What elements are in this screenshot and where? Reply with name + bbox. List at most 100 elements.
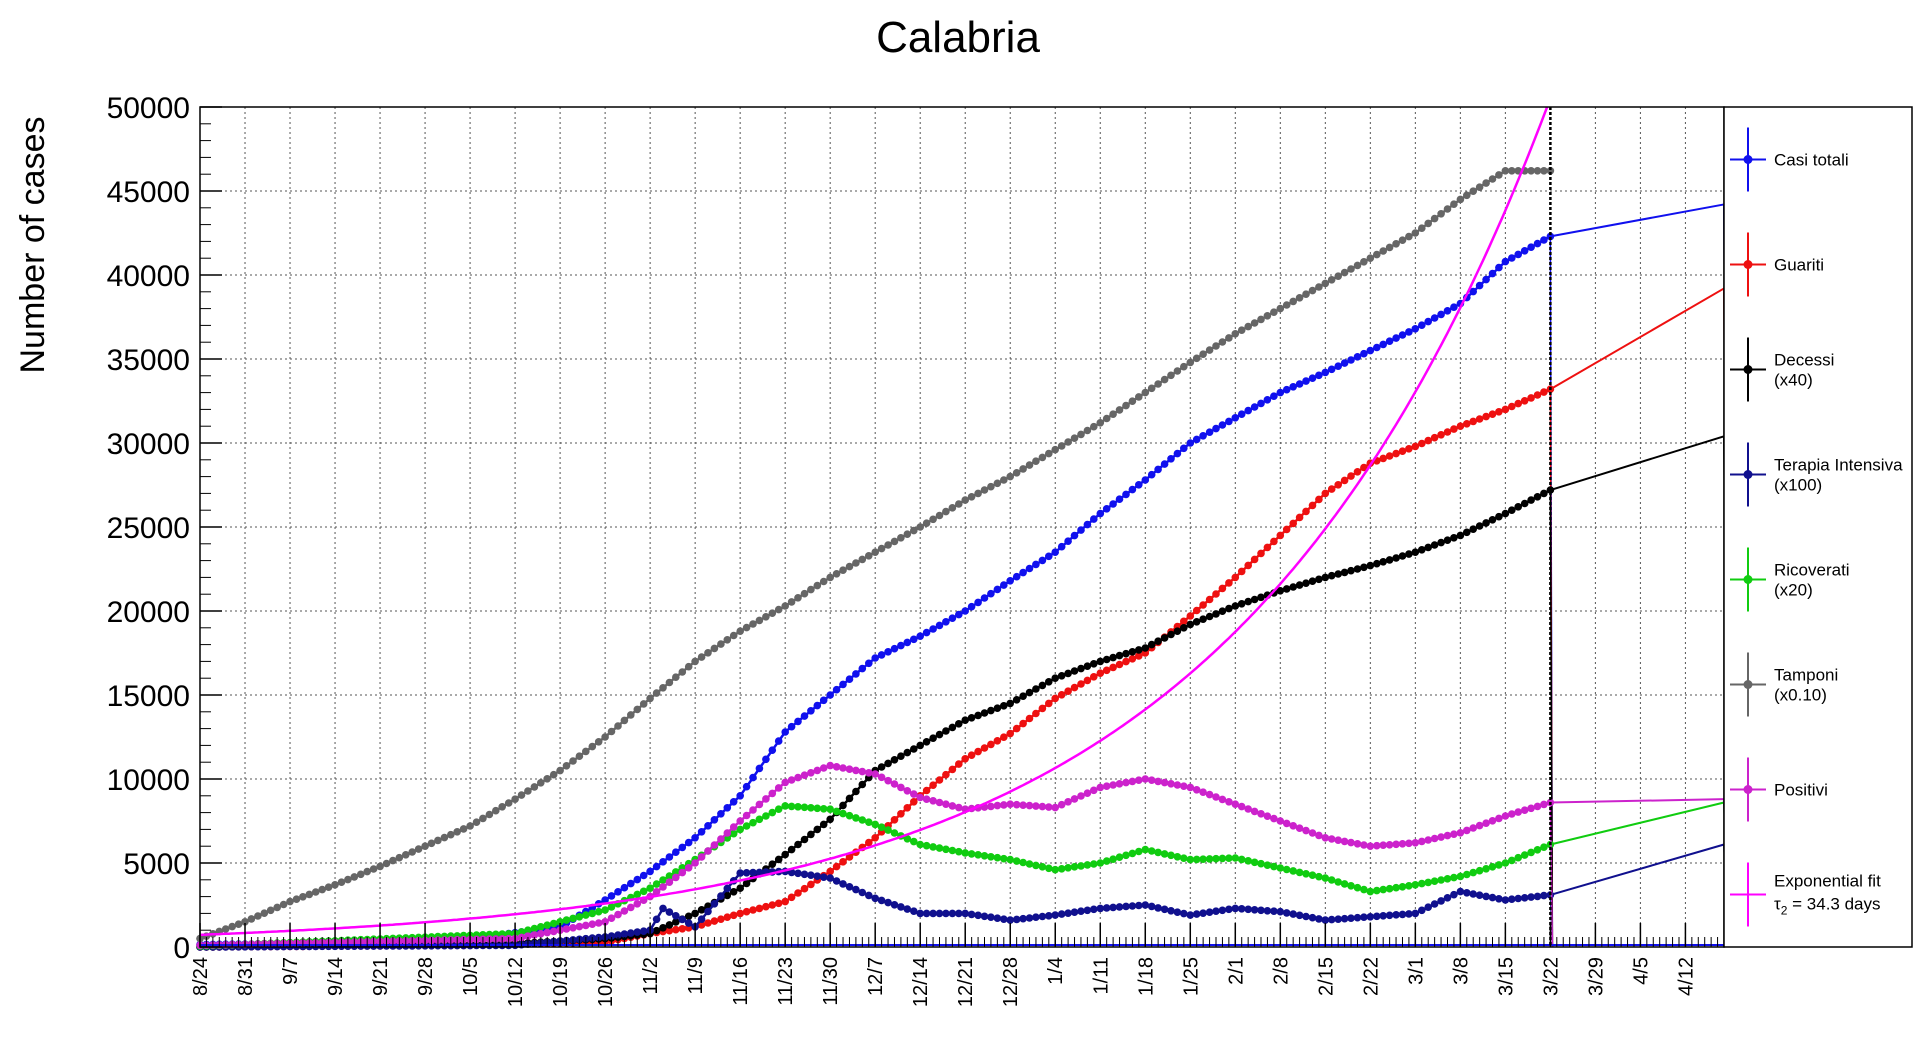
data-point-guariti <box>1533 391 1542 399</box>
data-point-casi <box>1147 470 1156 479</box>
data-point-tamponi <box>980 486 989 494</box>
data-point-casi <box>1019 568 1027 577</box>
data-point-casi <box>1090 515 1098 523</box>
data-point-tamponi <box>1199 350 1207 359</box>
data-point-tamponi <box>1366 254 1375 262</box>
data-point-guariti <box>1501 405 1510 414</box>
data-point-positivi <box>1450 830 1458 838</box>
data-point-tamponi <box>453 828 462 836</box>
data-point-decessi <box>1186 620 1195 629</box>
data-point-tamponi <box>787 598 796 606</box>
data-point-terapia <box>1282 909 1291 917</box>
data-point-decessi <box>1327 571 1336 580</box>
data-point-guariti <box>1199 601 1207 609</box>
data-point-casi <box>1315 371 1323 380</box>
data-point-casi <box>768 746 777 754</box>
data-point-tamponi <box>736 627 744 635</box>
data-point-ricoverati <box>781 802 789 810</box>
data-point-ricoverati <box>1167 851 1175 860</box>
data-point-tamponi <box>710 644 719 653</box>
data-point-ricoverati <box>762 812 770 820</box>
data-point-tamponi <box>588 742 597 751</box>
data-point-tamponi <box>479 814 487 823</box>
data-point-guariti <box>1289 519 1297 528</box>
data-point-positivi <box>1315 831 1323 840</box>
data-point-terapia <box>742 869 751 877</box>
data-point-ricoverati <box>1450 873 1458 882</box>
data-point-casi <box>755 764 764 773</box>
data-point-decessi <box>967 714 976 722</box>
data-point-decessi <box>1488 516 1497 524</box>
y-tick-label: 25000 <box>107 512 190 545</box>
data-point-casi <box>1038 556 1047 565</box>
data-point-tamponi <box>369 865 378 873</box>
data-point-casi <box>774 737 783 745</box>
data-point-decessi <box>1501 509 1510 518</box>
data-point-casi <box>749 773 757 782</box>
data-point-terapia <box>1321 916 1330 924</box>
data-point-casi <box>1257 399 1265 408</box>
data-point-guariti <box>1257 549 1265 558</box>
data-point-ricoverati <box>787 802 796 811</box>
data-point-tamponi <box>1038 453 1047 462</box>
data-point-ricoverati <box>1385 884 1394 893</box>
data-point-terapia <box>620 930 629 938</box>
data-point-decessi <box>852 787 860 796</box>
data-point-ricoverati <box>1430 877 1439 885</box>
data-point-tamponi <box>942 507 950 516</box>
data-point-terapia <box>1533 892 1542 901</box>
data-point-casi <box>1347 356 1355 364</box>
data-point-decessi <box>768 860 777 868</box>
data-point-decessi <box>910 745 918 753</box>
data-point-guariti <box>897 810 905 818</box>
data-point-tamponi <box>1045 449 1053 458</box>
data-point-ricoverati <box>1540 843 1548 851</box>
data-point-tamponi <box>318 885 327 894</box>
data-point-tamponi <box>762 613 770 621</box>
data-point-positivi <box>742 811 751 820</box>
data-point-terapia <box>1373 912 1381 921</box>
data-point-ricoverati <box>1533 846 1542 854</box>
data-point-ricoverati <box>1038 863 1047 871</box>
data-point-tamponi <box>466 822 474 830</box>
data-point-positivi <box>1090 786 1098 795</box>
data-point-casi <box>1270 392 1278 401</box>
data-point-positivi <box>768 789 777 798</box>
data-point-tamponi <box>916 523 924 531</box>
data-point-tamponi <box>337 878 346 886</box>
data-point-casi <box>1282 385 1291 394</box>
data-point-ricoverati <box>922 841 931 850</box>
data-point-decessi <box>1373 559 1381 568</box>
data-point-casi <box>1418 321 1426 330</box>
data-point-decessi <box>1205 612 1214 621</box>
x-tick-label: 9/21 <box>370 957 392 996</box>
data-point-guariti <box>1205 595 1214 604</box>
data-point-terapia <box>845 883 854 891</box>
data-point-tamponi <box>1250 319 1259 327</box>
data-point-ricoverati <box>1115 853 1124 861</box>
data-point-guariti <box>961 755 969 763</box>
x-tick-label: 2/1 <box>1225 957 1247 985</box>
data-point-tamponi <box>414 845 423 853</box>
data-point-ricoverati <box>524 926 532 934</box>
data-point-tamponi <box>826 573 834 582</box>
data-point-tamponi <box>639 700 648 708</box>
data-point-positivi <box>1282 819 1291 828</box>
data-point-terapia <box>1102 904 1111 912</box>
data-point-guariti <box>1424 436 1432 445</box>
data-point-tamponi <box>620 716 629 725</box>
data-point-ricoverati <box>800 803 809 812</box>
data-point-ricoverati <box>1308 871 1317 879</box>
legend-entry-positivi: Positivi <box>1730 757 1828 822</box>
data-point-guariti <box>1456 422 1465 431</box>
data-point-guariti <box>1083 676 1092 685</box>
data-point-tamponi <box>1218 338 1227 346</box>
data-point-terapia <box>935 909 944 918</box>
data-point-terapia <box>865 891 873 900</box>
data-point-positivi <box>1128 777 1137 786</box>
data-point-positivi <box>800 771 809 779</box>
data-point-tamponi <box>440 833 449 842</box>
data-point-tamponi <box>1141 388 1150 397</box>
data-point-guariti <box>1430 433 1439 442</box>
data-point-tamponi <box>1463 191 1471 200</box>
